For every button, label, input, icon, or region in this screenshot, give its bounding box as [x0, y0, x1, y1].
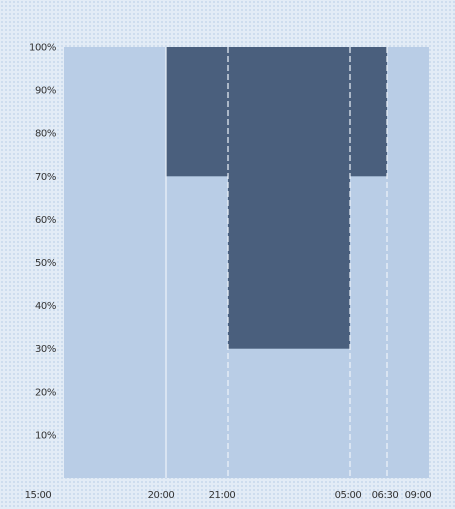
y-tick-label: 40% [35, 301, 56, 312]
dark-segment-3 [350, 47, 387, 177]
y-tick-label: 90% [35, 86, 56, 97]
x-tick-label: 06:30 [372, 490, 399, 501]
y-tick-label: 10% [35, 430, 56, 441]
dark-segment-2 [228, 47, 350, 349]
y-tick-label: 30% [35, 344, 56, 355]
dark-segment-1 [166, 47, 228, 177]
x-tick-label: 20:00 [148, 490, 175, 501]
x-tick-label: 15:00 [25, 490, 52, 501]
y-tick-label: 100% [29, 43, 56, 54]
y-tick-label: 50% [35, 258, 56, 269]
y-tick-label: 60% [35, 215, 56, 226]
y-tick-label: 20% [35, 387, 56, 398]
y-tick-label: 80% [35, 129, 56, 140]
x-tick-label: 21:00 [209, 490, 236, 501]
x-tick-label: 09:00 [405, 490, 432, 501]
x-tick-label: 05:00 [335, 490, 362, 501]
y-tick-label: 70% [35, 172, 56, 183]
